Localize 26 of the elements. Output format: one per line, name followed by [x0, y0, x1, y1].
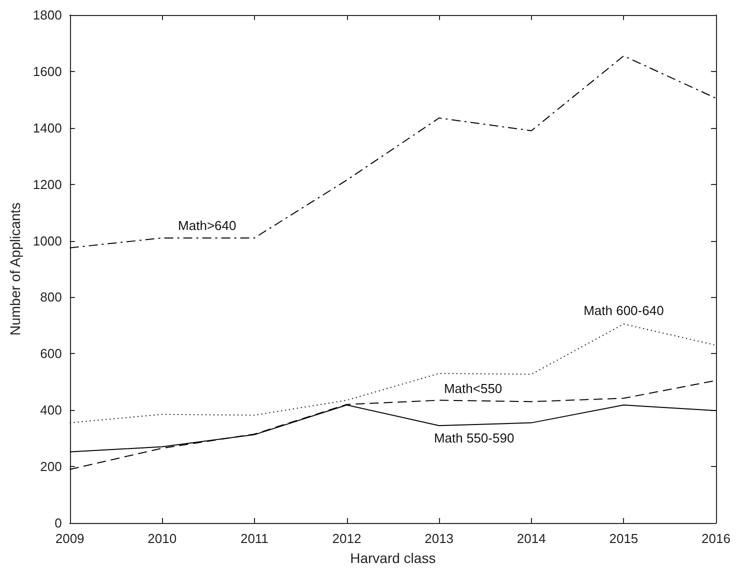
series-label: Math>640: [178, 218, 236, 233]
series-label: Math 550-590: [434, 430, 514, 446]
series-label: Math<550: [444, 381, 502, 396]
y-tick-label: 1200: [32, 176, 62, 192]
y-tick-label: 800: [40, 290, 62, 305]
y-tick-label: 200: [40, 459, 62, 474]
x-tick-label: 2009: [55, 531, 84, 546]
x-tick-label: 2012: [332, 531, 362, 546]
x-axis-title: Harvard class: [350, 550, 436, 566]
y-tick-label: 1400: [32, 120, 62, 136]
series-label: Math 600-640: [584, 303, 664, 318]
x-tick-label: 2016: [702, 531, 730, 546]
y-tick-label: 0: [54, 516, 62, 530]
y-axis-title: Number of Applicants: [7, 202, 23, 336]
x-tick-label: 2010: [148, 531, 177, 546]
x-tick-label: 2013: [424, 531, 454, 546]
line-series: [69, 55, 716, 248]
line-series: [69, 324, 716, 424]
x-tick-label: 2011: [240, 531, 268, 546]
y-tick-label: 400: [40, 402, 62, 418]
y-tick-label: 600: [40, 346, 62, 362]
x-tick-label: 2015: [609, 531, 638, 546]
y-tick-label: 1800: [32, 8, 62, 22]
y-tick-label: 1600: [32, 64, 62, 79]
y-tick-label: 1000: [32, 233, 62, 248]
x-tick-label: 2014: [516, 531, 546, 546]
